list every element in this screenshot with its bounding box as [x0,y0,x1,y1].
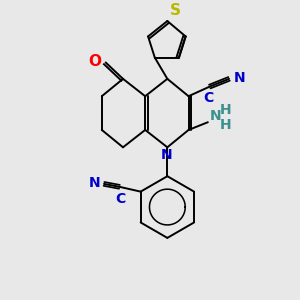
Text: C: C [115,192,125,206]
Text: S: S [170,3,181,18]
Text: N: N [234,71,245,85]
Text: C: C [204,92,214,105]
Text: N: N [210,110,221,123]
Text: N: N [88,176,100,190]
Text: N: N [160,148,172,162]
Text: H: H [219,103,231,117]
Text: H: H [219,118,231,132]
Text: O: O [88,54,101,69]
